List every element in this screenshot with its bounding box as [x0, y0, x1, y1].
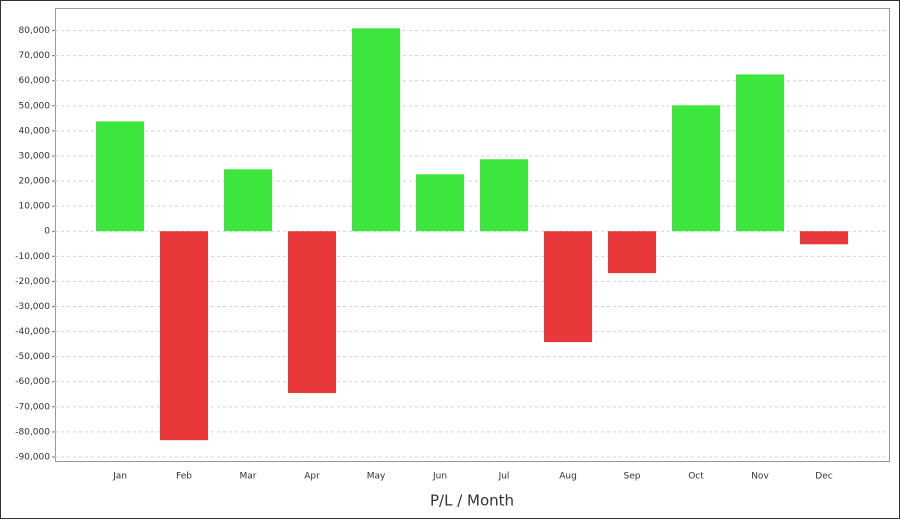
- y-tick-label: 20,000: [19, 177, 51, 187]
- y-tick-label: -40,000: [15, 327, 50, 337]
- y-tick-label: 0: [44, 227, 50, 237]
- bar: [544, 231, 592, 343]
- y-tick-label: 80,000: [19, 26, 51, 36]
- x-tick-label: Aug: [559, 472, 577, 482]
- y-tick-label: 40,000: [19, 126, 51, 136]
- y-tick-label: -70,000: [15, 402, 50, 412]
- bar: [480, 159, 528, 232]
- bar: [672, 105, 720, 232]
- bar: [352, 28, 400, 232]
- x-tick-label: Jan: [112, 472, 127, 482]
- x-tick-label: Nov: [751, 472, 769, 482]
- bar: [800, 231, 848, 245]
- bar: [608, 231, 656, 274]
- y-tick-label: -50,000: [15, 352, 50, 362]
- y-tick-label: -90,000: [15, 452, 50, 462]
- y-tick-label: -60,000: [15, 377, 50, 387]
- y-tick-label: -10,000: [15, 252, 50, 262]
- bar: [224, 169, 272, 232]
- x-tick-label: Dec: [815, 472, 832, 482]
- bar: [288, 231, 336, 394]
- bar: [736, 74, 784, 232]
- y-tick-label: 10,000: [19, 202, 51, 212]
- bar: [416, 174, 464, 232]
- x-tick-label: May: [367, 472, 386, 482]
- x-tick-label: Oct: [688, 472, 704, 482]
- y-tick-label: -20,000: [15, 277, 50, 287]
- y-tick-label: 60,000: [19, 76, 51, 86]
- y-tick-label: 50,000: [19, 101, 51, 111]
- bar: [160, 231, 208, 441]
- x-tick-label: Apr: [304, 472, 320, 482]
- y-tick-label: 70,000: [19, 51, 51, 61]
- x-tick-label: Jun: [432, 472, 447, 482]
- y-tick-label: -80,000: [15, 427, 50, 437]
- y-tick-label: -30,000: [15, 302, 50, 312]
- bar: [96, 121, 144, 232]
- x-tick-label: Jul: [498, 472, 510, 482]
- x-tick-label: Mar: [240, 472, 257, 482]
- y-tick-label: 30,000: [19, 151, 51, 161]
- x-tick-label: Sep: [624, 472, 641, 482]
- x-tick-label: Feb: [176, 472, 192, 482]
- x-axis-label: P/L / Month: [430, 492, 514, 510]
